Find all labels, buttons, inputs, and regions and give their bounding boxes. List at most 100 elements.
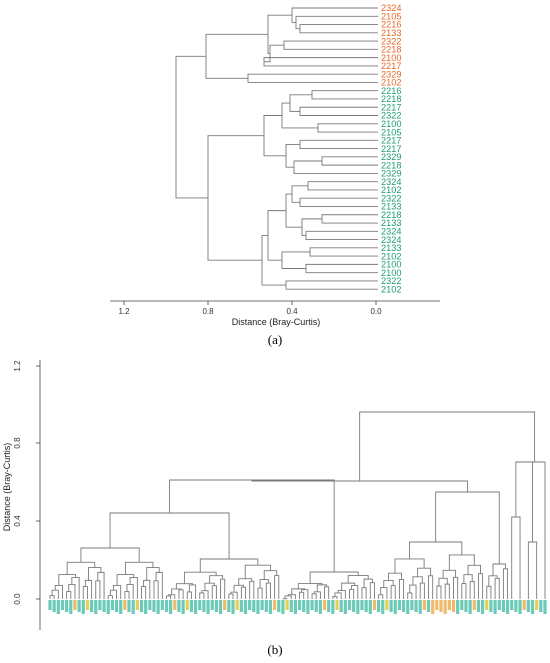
leaf-label: 2329 [381,152,401,162]
dendrogram-branch [299,591,305,599]
leaf-label-mark [193,600,198,614]
dendrogram-branch [351,585,359,599]
dendrogram-branch [297,583,323,589]
leaf-label-mark [393,600,397,614]
leaf-label-mark [85,600,90,610]
leaf-label-mark [202,600,206,612]
leaf-label-mark [497,600,501,610]
leaf-label-mark [514,600,518,612]
leaf-label: 2324 [381,226,401,236]
dendrogram-branch [265,582,271,599]
dendrogram-branch [116,574,135,586]
leaf-label-mark [227,600,231,612]
dendrogram-branch [316,584,328,592]
leaf-label-mark [152,600,156,612]
dendrogram-branch [264,44,284,63]
x-tick-label: 0.8 [202,307,214,316]
leaf-label: 2218 [381,160,401,170]
dendrogram-branch [412,576,423,586]
dendrogram-branch [153,580,159,599]
dendrogram-branch [146,567,160,581]
leaf-label-mark [239,600,243,612]
leaf-label-mark [414,600,418,612]
dendrogram-branch [301,589,309,599]
leaf-label: 2329 [381,169,401,179]
dendrogram-branch [317,123,378,133]
leaf-label: 2133 [381,243,401,253]
dendrogram-panel-a: 2324 2105 2216 2133 2322 2218 2100 2217 2329 2102… [110,3,440,347]
caption-a: (a) [267,332,283,347]
leaf-label-mark [281,600,285,614]
leaf-label-mark [302,600,306,612]
leaf-label-mark [422,600,426,610]
leaf-label-mark [102,600,106,612]
leaf-label-mark [435,600,439,610]
leaf-label-mark [352,600,356,612]
leaf-label-mark [248,600,252,610]
y-axis-title: Distance (Bray-Curtis) [2,443,12,532]
leaf-label-mark [48,600,52,610]
leaf-label-mark [530,600,535,614]
dendrogram-branch [469,581,475,599]
leaf-label-mark [260,600,264,610]
dendrogram-branch [444,583,450,599]
leaf-label-mark [539,600,543,612]
x-tick-label: 0.4 [286,307,298,316]
leaf-label-mark [94,600,98,614]
leaf-label: 2100 [381,119,401,129]
dendrogram-b-leaf-marks [48,600,547,614]
leaf-label-mark [510,600,514,610]
leaf-label-mark [431,600,435,614]
leaf-label-mark [164,600,169,612]
dendrogram-branch [289,94,312,112]
leaf-label-mark [331,600,335,614]
dendrogram-branch [515,461,533,542]
dendrogram-branch [199,592,205,599]
leaf-label-mark [327,600,331,612]
leaf-label-mark [198,600,202,610]
leaf-label-mark [456,600,460,614]
dendrogram-a-axis: 1.2 0.8 0.4 0.0 [110,300,440,316]
leaf-label-mark [114,600,119,612]
dendrogram-b-branches [49,411,546,600]
leaf-label-mark [485,600,489,610]
dendrogram-branch [524,461,546,599]
dendrogram-branch [112,584,122,599]
leaf-label: 2218 [381,210,401,220]
dendrogram-branch [295,15,378,30]
leaf-label-mark [306,600,310,614]
leaf-label-mark [185,600,189,610]
leaf-label-mark [156,600,160,614]
leaf-label-mark [468,600,472,614]
leaf-label-mark [368,600,372,614]
leaf-label-mark [343,600,347,614]
dendrogram-branch [175,583,193,589]
leaf-label-mark [252,600,256,612]
dendrogram-branch [311,90,378,100]
dendrogram-branch [166,595,172,599]
leaf-label-mark [148,600,152,610]
dendrogram-branch [291,7,378,23]
leaf-label: 2100 [381,268,401,278]
leaf-label-mark [160,600,164,610]
dendrogram-branch [228,593,234,599]
dendrogram-branch [178,589,184,599]
dendrogram-branch [419,582,425,599]
leaf-label-mark [377,600,381,612]
dendrogram-branch [287,594,296,599]
leaf-label-mark [214,600,218,612]
dendrogram-branch [453,576,459,599]
dendrogram-branch [220,578,226,599]
leaf-label-mark [364,600,368,612]
leaf-label: 2217 [381,102,401,112]
dendrogram-branch [383,579,394,588]
dendrogram-branch [349,588,355,599]
dendrogram-branch [205,33,268,79]
leaf-label-mark [397,600,402,610]
leaf-label-mark [210,600,214,610]
leaf-label-mark [206,600,210,614]
leaf-label: 2322 [381,36,401,46]
leaf-label-mark [389,600,393,612]
dendrogram-branch [435,491,500,564]
leaf-label-mark [406,600,410,614]
